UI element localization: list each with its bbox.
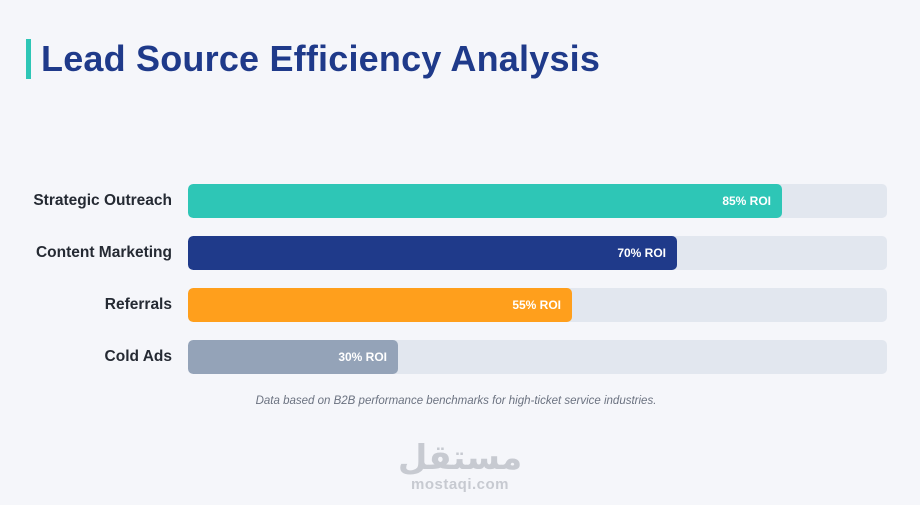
bar-track: 30% ROI [188, 340, 887, 374]
title-accent-bar [26, 39, 31, 79]
page-title: Lead Source Efficiency Analysis [41, 38, 601, 79]
bar-value-label: 70% ROI [617, 246, 666, 260]
bar: 30% ROI [188, 340, 398, 374]
bar-value-label: 85% ROI [722, 194, 771, 208]
category-label: Content Marketing [35, 244, 172, 261]
bar-value-label: 55% ROI [512, 298, 561, 312]
category-label: Strategic Outreach [33, 192, 172, 209]
bar: 70% ROI [188, 236, 677, 270]
bar-track: 85% ROI [188, 184, 887, 218]
watermark-latin: mostaqi.com [410, 476, 510, 493]
bar: 55% ROI [188, 288, 572, 322]
category-label: Cold Ads [104, 348, 172, 365]
page-title-block: Lead Source Efficiency Analysis [26, 38, 600, 80]
watermark-arabic: مستقل [397, 438, 523, 478]
watermark-logo: مستقل mostaqi.com [395, 440, 525, 494]
chart-footnote: Data based on B2B performance benchmarks… [255, 395, 657, 407]
bar-track: 55% ROI [188, 288, 887, 322]
bar-track: 70% ROI [188, 236, 887, 270]
category-label: Referrals [104, 296, 172, 313]
bar-value-label: 30% ROI [338, 350, 387, 364]
bar: 85% ROI [188, 184, 782, 218]
